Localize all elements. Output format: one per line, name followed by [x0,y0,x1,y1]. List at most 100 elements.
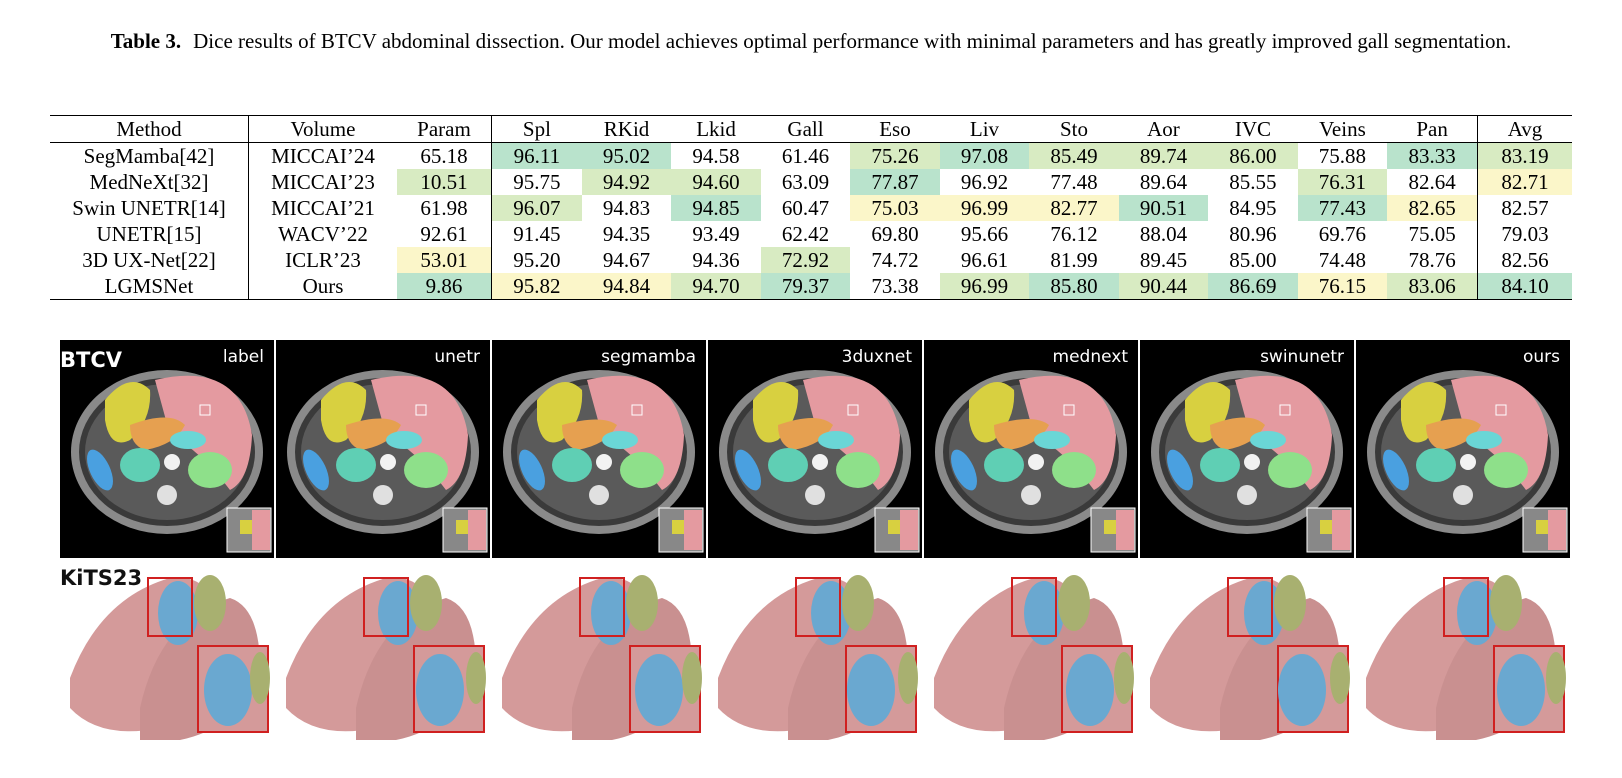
cell-rkid: 95.02 [581,142,672,169]
cell-sto: 76.12 [1050,222,1098,246]
cell-avg: 83.19 [1477,142,1572,169]
header-param: Param [417,117,471,141]
header-sto: Sto [1059,117,1088,141]
cell-method: SegMamba[42] [83,144,215,168]
ct-row: label BTCV unetr segm [60,340,1570,558]
cell-eso: 75.03 [850,195,940,221]
cell-sto: 85.49 [1029,142,1119,169]
cell-avg: 82.57 [1477,195,1572,221]
cell-param: 61.98 [420,196,468,220]
dataset-label-kits23: KiTS23 [60,566,143,590]
kidney-3d-image [708,558,922,740]
table-header-row: Method Volume Param Spl RKid Lkid Gall E… [50,115,1572,143]
cell-pan: 82.65 [1387,195,1478,221]
cell-sto: 81.99 [1050,248,1098,272]
cell-param: 10.51 [397,169,492,195]
header-veins: Veins [1319,117,1366,141]
cell-pan: 75.05 [1408,222,1456,246]
cell-gall: 61.46 [781,144,830,168]
header-avg: Avg [1477,115,1572,143]
panel-label: mednext [1052,347,1128,367]
qualitative-figure: label BTCV unetr segm [60,340,1570,740]
cell-pan: 83.06 [1387,273,1478,300]
header-spl: Spl [490,115,582,143]
cell-rkid: 94.83 [602,196,651,220]
cell-volume: ICLR’23 [248,247,397,273]
header-volume: Volume [248,115,397,143]
dataset-label-btcv: BTCV [60,348,122,372]
cell-veins: 75.88 [1318,144,1367,168]
ct-panel-unetr: unetr [276,340,490,558]
cell-eso: 74.72 [871,248,919,272]
cell-method: 3D UX-Net[22] [82,248,216,272]
cell-method: MedNeXt[32] [89,170,209,194]
cell-spl: 91.45 [490,221,582,247]
ct-panel-3duxnet: 3duxnet [708,340,922,558]
cell-param: 92.61 [420,222,468,246]
cell-spl: 95.75 [490,169,582,195]
cell-liv: 96.99 [939,273,1030,300]
cell-lkid: 94.70 [671,273,761,300]
panel-label: ours [1522,347,1560,367]
header-gall: Gall [787,117,824,141]
cell-eso: 75.26 [850,142,940,169]
cell-aor: 89.45 [1139,248,1188,272]
cell-lkid: 94.36 [692,248,740,272]
ct-slice-image [276,340,490,558]
cell-spl: 95.20 [490,247,582,273]
cell-gall: 60.47 [781,196,830,220]
cell-spl: 96.07 [490,195,582,221]
table-row-mednext: MedNeXt[32] MICCAI’23 10.51 95.75 94.92 94.60… [50,169,1572,195]
kidney-3d-image [1356,558,1570,740]
cell-avg: 79.03 [1477,221,1572,247]
cell-volume: MICCAI’24 [248,142,397,169]
table-caption: Table 3. Dice results of BTCV abdominal d… [60,28,1562,55]
table-row-lgmsnet: LGMSNet Ours 9.86 95.82 94.84 94.70 79.37 73.38… [50,273,1572,300]
kidney-3d-image [1140,558,1354,740]
kidney-panel-unetr [276,558,490,740]
ct-panel-swinunetr: swinunetr [1140,340,1354,558]
table-row-swin-unetr: Swin UNETR[14] MICCAI’21 61.98 96.07 94.83 94… [50,195,1572,221]
kidney-panel-ours [1356,558,1570,740]
panel-label: swinunetr [1260,347,1344,367]
header-pan: Pan [1416,117,1448,141]
cell-lkid: 94.60 [671,169,761,195]
cell-eso: 69.80 [871,222,919,246]
ct-panel-mednext: mednext [924,340,1138,558]
cell-gall: 72.92 [760,247,851,273]
cell-sto: 77.48 [1050,170,1098,194]
ct-slice-image [60,340,274,558]
table-row-3d-ux-net: 3D UX-Net[22] ICLR’23 53.01 95.20 94.67 94.36… [50,247,1572,273]
cell-sto: 82.77 [1029,195,1119,221]
panel-label: unetr [434,347,480,367]
cell-veins: 74.48 [1318,248,1367,272]
cell-aor: 88.04 [1139,222,1188,246]
cell-veins: 77.43 [1297,195,1388,221]
cell-volume: WACV’22 [248,221,397,247]
cell-eso: 77.87 [850,169,940,195]
cell-rkid: 94.35 [602,222,651,246]
cell-avg: 82.56 [1477,247,1572,273]
cell-volume: MICCAI’23 [248,169,397,195]
cell-ivc: 85.55 [1229,170,1277,194]
cell-aor: 89.64 [1139,170,1188,194]
header-method: Method [116,117,182,141]
cell-liv: 96.99 [939,195,1030,221]
cell-veins: 76.31 [1297,169,1388,195]
panel-label: 3duxnet [841,347,912,367]
header-ivc: IVC [1234,117,1272,141]
table-body: SegMamba[42] MICCAI’24 65.18 96.11 95.02 94.5… [50,142,1572,300]
cell-pan: 83.33 [1387,142,1478,169]
cell-aor: 90.44 [1118,273,1209,300]
cell-method: LGMSNet [104,274,194,298]
cell-lkid: 94.58 [692,144,740,168]
caption-label: Table 3. [110,29,182,53]
cell-spl: 95.82 [490,273,582,300]
cell-avg: 84.10 [1477,273,1572,300]
cell-ivc: 85.00 [1229,248,1277,272]
panel-label: segmamba [601,347,696,367]
cell-param: 65.18 [420,144,468,168]
cell-liv: 96.61 [960,248,1009,272]
kidney-3d-image [276,558,490,740]
cell-rkid: 94.67 [602,248,651,272]
